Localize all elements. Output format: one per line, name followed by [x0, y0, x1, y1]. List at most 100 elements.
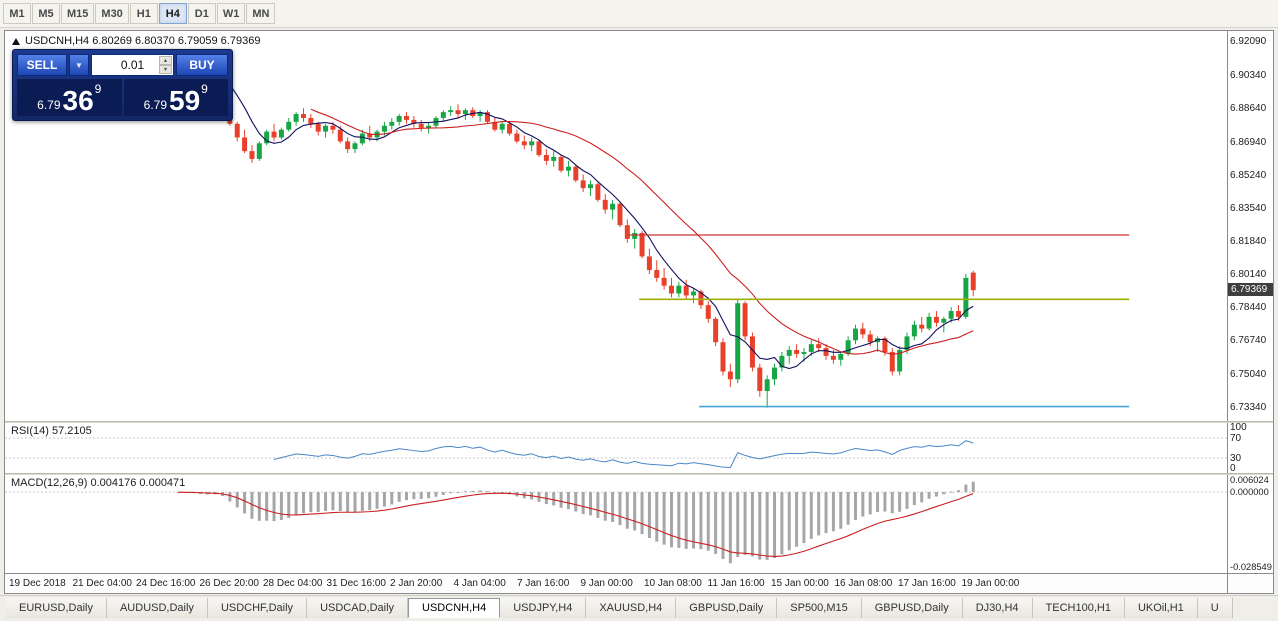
price-tick-label: 6.81840	[1230, 235, 1267, 247]
symbol-tab-1-audusd-daily[interactable]: AUDUSD,Daily	[106, 598, 208, 618]
one-click-trading-panel: SELL ▼ 0.01 ▲ ▼ BUY 6.79	[12, 49, 233, 121]
price-axis: 6.92090 6.90340 6.88640 6.86940 6.85240 6.835…	[1228, 31, 1273, 421]
symbol-tab-10-dj30-h4[interactable]: DJ30,H4	[962, 598, 1033, 618]
rsi-tick-label: 100	[1230, 423, 1247, 433]
lot-size-value: 0.01	[120, 58, 145, 72]
candles-layer	[168, 53, 976, 408]
rsi-tick-label: 70	[1230, 433, 1242, 444]
timeframe-button-h1[interactable]: H1	[129, 3, 158, 24]
price-tick-label: 6.75040	[1230, 368, 1267, 380]
symbol-tab-3-usdcad-daily[interactable]: USDCAD,Daily	[307, 598, 409, 618]
macd-tick-label: 0.006024	[1230, 475, 1269, 485]
symbol-tab-7-gbpusd-daily[interactable]: GBPUSD,Daily	[676, 598, 778, 618]
main-chart-canvas[interactable]	[5, 31, 1227, 421]
chart-marker-icon	[12, 37, 20, 45]
buy-price-prefix: 6.79	[143, 98, 167, 112]
sell-price-display[interactable]: 6.79 36 9	[17, 79, 122, 116]
chart-window: USDCNH,H4 6.80269 6.80370 6.79059 6.7936…	[4, 30, 1274, 594]
time-label: 28 Dec 04:00	[263, 578, 323, 589]
time-label: 21 Dec 04:00	[72, 578, 133, 589]
lot-size-input[interactable]: 0.01 ▲ ▼	[91, 54, 174, 76]
symbol-tab-4-usdcnh-h4[interactable]: USDCNH,H4	[408, 598, 501, 618]
symbol-tab-5-usdjpy-h4[interactable]: USDJPY,H4	[500, 598, 587, 618]
lot-spinner: ▲ ▼	[159, 56, 172, 74]
chevron-down-icon: ▼	[75, 60, 83, 70]
timeframe-button-m1[interactable]: M1	[3, 3, 31, 24]
timeframe-button-mn[interactable]: MN	[246, 3, 276, 24]
symbol-tab-13-u[interactable]: U	[1197, 598, 1233, 618]
time-label: 10 Jan 08:00	[644, 578, 702, 589]
price-tick-label: 6.90340	[1230, 70, 1267, 82]
time-label: 2 Jan 20:00	[390, 578, 443, 589]
current-price-badge: 6.79369	[1228, 283, 1273, 297]
moving-average-line	[207, 71, 974, 370]
axis-corner	[1228, 573, 1273, 593]
time-label: 4 Jan 04:00	[453, 578, 506, 589]
chart-title: USDCNH,H4 6.80269 6.80370 6.79059 6.7936…	[12, 35, 260, 47]
rsi-label: RSI(14) 57.2105	[11, 425, 92, 437]
price-tick-label: 6.78440	[1230, 302, 1267, 314]
symbol-tab-0-eurusd-daily[interactable]: EURUSD,Daily	[6, 598, 107, 618]
time-label: 19 Jan 00:00	[961, 578, 1020, 589]
lot-dropdown-button[interactable]: ▼	[69, 54, 89, 76]
timeframe-button-w1[interactable]: W1	[216, 3, 246, 24]
macd-signal-line	[178, 491, 974, 557]
price-tick-label: 6.92090	[1230, 36, 1267, 48]
price-tick-label: 6.86940	[1230, 136, 1267, 148]
symbol-tab-12-ukoil-h1[interactable]: UKOil,H1	[1124, 598, 1198, 618]
buy-price-big: 59	[169, 85, 201, 117]
macd-canvas[interactable]	[5, 475, 1227, 573]
time-label: 9 Jan 00:00	[580, 578, 633, 589]
moving-average-line	[310, 108, 974, 355]
time-label: 11 Jan 16:00	[707, 578, 765, 589]
rsi-pane: RSI(14) 57.2105	[5, 423, 1228, 473]
time-label: 24 Dec 16:00	[136, 578, 196, 589]
symbol-tab-11-tech100-h1[interactable]: TECH100,H1	[1032, 598, 1125, 618]
macd-histogram	[176, 481, 975, 564]
time-label: 15 Jan 00:00	[771, 578, 829, 589]
timeframe-button-m15[interactable]: M15	[61, 3, 95, 24]
price-tick-label: 6.76740	[1230, 335, 1267, 347]
macd-label: MACD(12,26,9) 0.004176 0.000471	[11, 477, 186, 489]
timeframe-toolbar: M1 M5 M15 M30 H1 H4 D1 W1 MN	[0, 0, 1278, 28]
time-axis[interactable]: 19 Dec 2018 21 Dec 04:00 24 Dec 16:00 26 De…	[5, 573, 1228, 593]
sell-price-prefix: 6.79	[37, 98, 61, 112]
price-tick-label: 6.85240	[1230, 169, 1267, 181]
symbol-tab-bar: EURUSD,Daily AUDUSD,Daily USDCHF,Daily USDC…	[0, 595, 1278, 621]
buy-price-sup: 9	[201, 82, 208, 96]
symbol-tab-6-xauusd-h4[interactable]: XAUUSD,H4	[586, 598, 677, 618]
timeframe-button-d1[interactable]: D1	[187, 3, 216, 24]
rsi-tick-label: 0	[1230, 463, 1236, 473]
symbol-tab-2-usdchf-daily[interactable]: USDCHF,Daily	[207, 598, 308, 618]
time-label: 16 Jan 08:00	[834, 578, 893, 589]
lot-spin-down-icon[interactable]: ▼	[159, 65, 172, 74]
sell-price-sup: 9	[94, 82, 102, 96]
main-chart-pane: USDCNH,H4 6.80269 6.80370 6.79059 6.7936…	[5, 31, 1228, 421]
timeframe-button-h4[interactable]: H4	[158, 3, 187, 24]
pane-splitter-2[interactable]	[5, 473, 1273, 475]
timeframe-button-m5[interactable]: M5	[32, 3, 60, 24]
price-tick-label: 6.80140	[1230, 269, 1267, 281]
lot-spin-up-icon[interactable]: ▲	[159, 56, 172, 65]
macd-pane: MACD(12,26,9) 0.004176 0.000471	[5, 475, 1228, 573]
macd-tick-label: -0.028549	[1230, 562, 1272, 572]
rsi-canvas[interactable]	[5, 423, 1227, 473]
sell-button[interactable]: SELL	[17, 54, 67, 76]
pane-splitter[interactable]	[5, 421, 1273, 423]
rsi-axis: 100 70 30 0	[1228, 423, 1273, 473]
chart-ohlc-title: USDCNH,H4 6.80269 6.80370 6.79059 6.7936…	[25, 35, 261, 47]
timeframe-button-m30[interactable]: M30	[95, 3, 129, 24]
time-label: 7 Jan 16:00	[517, 578, 570, 589]
symbol-tab-8-sp500-m15[interactable]: SP500,M15	[777, 598, 862, 618]
buy-price-display[interactable]: 6.79 59 9	[123, 79, 228, 117]
time-label: 19 Dec 2018	[9, 578, 66, 589]
buy-button[interactable]: BUY	[176, 54, 228, 76]
time-label: 26 Dec 20:00	[199, 578, 260, 589]
rsi-line	[273, 440, 974, 468]
price-tick-label: 6.73340	[1230, 401, 1267, 413]
sell-price-big: 36	[62, 85, 94, 117]
time-label: 31 Dec 16:00	[326, 578, 387, 589]
symbol-tab-9-gbpusd-daily[interactable]: GBPUSD,Daily	[861, 598, 963, 618]
time-label: 17 Jan 16:00	[898, 578, 956, 589]
